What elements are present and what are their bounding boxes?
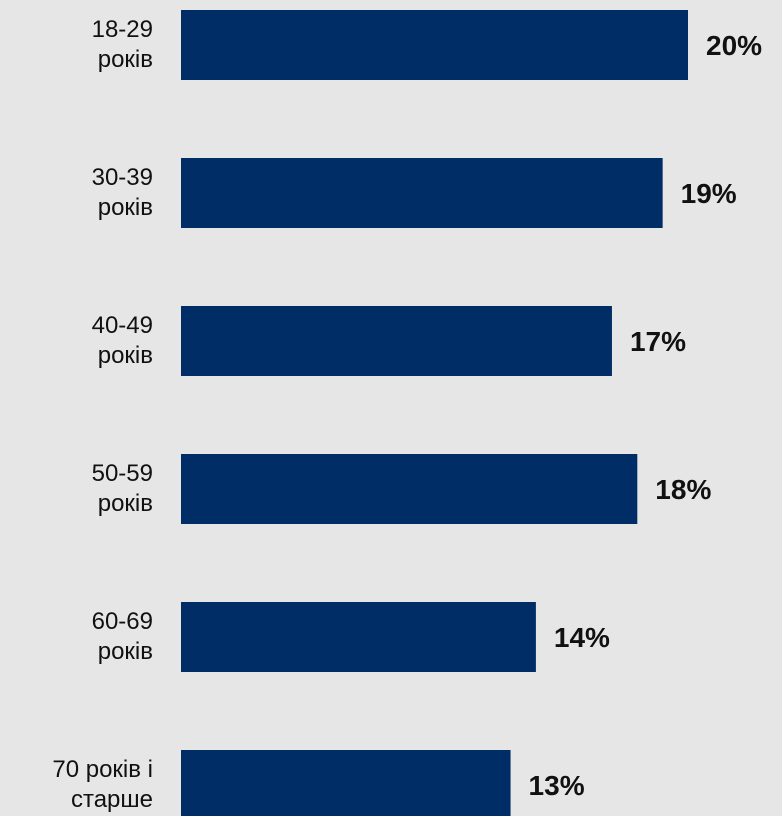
category-label: 70 років і старше	[52, 756, 153, 813]
category-label: 40-49 років	[92, 312, 153, 369]
bar	[181, 158, 663, 228]
category-label-line: 30-39	[92, 164, 153, 191]
value-label: 13%	[529, 770, 585, 801]
bar	[181, 750, 511, 816]
category-label-line: 70 років і	[52, 756, 153, 783]
bar	[181, 602, 536, 672]
category-label-line: років	[98, 490, 153, 517]
category-label: 50-59 років	[92, 460, 153, 517]
bar	[181, 306, 612, 376]
category-label-line: 40-49	[92, 312, 153, 339]
value-label: 17%	[630, 326, 686, 357]
category-label: 60-69 років	[92, 608, 153, 665]
category-label: 18-29 років	[92, 16, 153, 73]
value-label: 14%	[554, 622, 610, 653]
category-label-line: 18-29	[92, 16, 153, 43]
category-label-line: старше	[71, 786, 153, 813]
category-label-line: 60-69	[92, 608, 153, 635]
category-label-line: років	[98, 194, 153, 221]
category-label: 30-39 років	[92, 164, 153, 221]
category-label-line: років	[98, 342, 153, 369]
value-label: 20%	[706, 30, 762, 61]
bar	[181, 10, 688, 80]
category-label-line: 50-59	[92, 460, 153, 487]
category-label-line: років	[98, 46, 153, 73]
value-label: 19%	[681, 178, 737, 209]
bar	[181, 454, 638, 524]
category-label-line: років	[98, 638, 153, 665]
value-label: 18%	[655, 474, 711, 505]
